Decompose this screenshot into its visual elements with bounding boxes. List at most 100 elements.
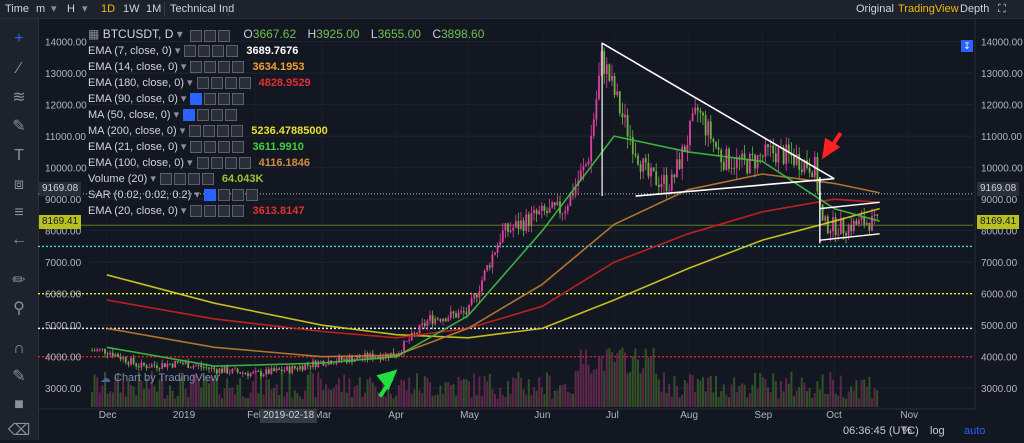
chevron-down-icon[interactable]: ▾ bbox=[171, 45, 181, 57]
indicator-row[interactable]: EMA (14, close, 0) ▾ 3634.1953 bbox=[88, 60, 304, 74]
chevron-down-icon[interactable]: ▾ bbox=[177, 205, 187, 217]
indicator-row[interactable]: MA (50, close, 0) ▾ bbox=[88, 108, 239, 122]
settings-icon[interactable] bbox=[198, 45, 211, 58]
eye-icon[interactable] bbox=[190, 205, 203, 218]
indicator-row[interactable]: EMA (7, close, 0) ▾ 3689.7676 bbox=[88, 44, 298, 58]
chevron-down-icon[interactable]: ▾ bbox=[82, 3, 88, 15]
chevron-down-icon[interactable]: ▾ bbox=[170, 109, 180, 121]
trash-icon[interactable]: ⌫ bbox=[7, 422, 31, 439]
indicator-row[interactable]: EMA (21, close, 0) ▾ 3611.9910 bbox=[88, 140, 304, 154]
indicator-row[interactable]: EMA (100, close, 0) ▾ 4116.1846 bbox=[88, 156, 310, 170]
chevron-down-icon[interactable]: ▾ bbox=[147, 173, 156, 185]
close-icon[interactable] bbox=[232, 93, 245, 106]
eye-icon[interactable] bbox=[190, 61, 203, 74]
log-toggle[interactable]: log bbox=[930, 425, 945, 437]
eye-icon[interactable] bbox=[203, 189, 216, 202]
indicator-row[interactable]: Volume (20) ▾ 64.043K bbox=[88, 172, 263, 186]
pitchfork-icon[interactable]: ≋ bbox=[12, 89, 26, 106]
ruler-icon[interactable]: ✏ bbox=[12, 272, 26, 289]
settings-icon[interactable] bbox=[204, 141, 217, 154]
indicator-row[interactable]: MA (200, close, 0) ▾ 5236.47885000 bbox=[88, 124, 328, 138]
interval-1m-button[interactable]: 1M bbox=[146, 3, 162, 15]
magnet-icon[interactable]: ∩ bbox=[13, 340, 25, 357]
settings-icon[interactable] bbox=[210, 157, 223, 170]
lock-icon[interactable] bbox=[231, 189, 244, 202]
pattern-icon[interactable]: ⧈ bbox=[13, 176, 25, 193]
eye-icon[interactable] bbox=[190, 93, 203, 106]
indicator-row[interactable]: SAR (0.02, 0.02, 0.2) ▾ bbox=[88, 188, 260, 202]
settings-icon[interactable] bbox=[210, 77, 223, 90]
lock-icon[interactable]: ■ bbox=[14, 396, 24, 413]
settings-icon[interactable] bbox=[203, 125, 216, 138]
chevron-down-icon[interactable]: ▾ bbox=[177, 93, 187, 105]
lock-icon[interactable] bbox=[212, 45, 225, 58]
lock-icon[interactable] bbox=[211, 109, 224, 122]
lock-icon[interactable] bbox=[187, 173, 200, 186]
eye-icon[interactable] bbox=[184, 45, 197, 58]
eye-icon[interactable] bbox=[196, 77, 209, 90]
hours-dropdown[interactable]: H bbox=[67, 3, 75, 15]
auto-toggle[interactable]: auto bbox=[964, 425, 986, 437]
prediction-icon[interactable]: ≡ bbox=[14, 204, 24, 221]
close-icon[interactable] bbox=[232, 205, 245, 218]
interval-1w-button[interactable]: 1W bbox=[123, 3, 140, 15]
trend-line-icon[interactable]: ∕ bbox=[17, 60, 21, 77]
crosshair-icon[interactable]: + bbox=[14, 30, 24, 47]
eye-icon[interactable] bbox=[183, 109, 196, 122]
lock-icon[interactable] bbox=[224, 77, 237, 90]
interval-1d-button[interactable]: 1D bbox=[101, 3, 116, 15]
close-icon[interactable] bbox=[245, 189, 258, 202]
eye-icon[interactable] bbox=[190, 141, 203, 154]
settings-icon[interactable] bbox=[204, 93, 217, 106]
fullscreen-icon[interactable]: ⛶ bbox=[998, 3, 1006, 15]
chevron-down-icon[interactable]: ▾ bbox=[176, 125, 186, 137]
minutes-dropdown[interactable]: m bbox=[36, 3, 46, 15]
close-icon[interactable] bbox=[226, 45, 239, 58]
close-icon[interactable] bbox=[225, 109, 238, 122]
close-icon[interactable] bbox=[232, 141, 245, 154]
measure-icon[interactable]: ✎ bbox=[12, 368, 26, 385]
settings-icon[interactable] bbox=[204, 205, 217, 218]
indicator-row[interactable]: EMA (90, close, 0) ▾ bbox=[88, 92, 246, 106]
eye-icon[interactable] bbox=[189, 125, 202, 138]
close-icon[interactable] bbox=[231, 125, 244, 138]
lock-icon[interactable] bbox=[218, 205, 231, 218]
tradingview-button[interactable]: TradingView bbox=[898, 3, 959, 15]
chevron-down-icon[interactable]: ▾ bbox=[191, 189, 200, 201]
close-icon[interactable] bbox=[232, 61, 245, 74]
original-view-button[interactable]: Original bbox=[856, 3, 894, 15]
indicator-row[interactable]: EMA (20, close, 0) ▾ 3613.8147 bbox=[88, 204, 304, 218]
price-chart[interactable]: 3000.00 3000.00 4000.00 4000.00 5000.00 5000.… bbox=[38, 19, 1024, 423]
indicator-row[interactable]: EMA (180, close, 0) ▾ 4828.9529 bbox=[88, 76, 311, 90]
brush-icon[interactable]: ✎ bbox=[12, 118, 26, 135]
chevron-down-icon[interactable]: ▾ bbox=[177, 61, 187, 73]
chevron-down-icon[interactable]: ▾ bbox=[177, 141, 187, 153]
eye-icon[interactable] bbox=[159, 173, 172, 186]
lock-icon[interactable] bbox=[217, 125, 230, 138]
back-arrow-icon[interactable]: ← bbox=[11, 231, 27, 248]
chevron-down-icon[interactable]: ▾ bbox=[184, 77, 193, 89]
lock-icon[interactable] bbox=[218, 93, 231, 106]
lock-icon[interactable] bbox=[224, 157, 237, 170]
chevron-down-icon[interactable]: ▾ bbox=[176, 27, 183, 41]
volume-bar bbox=[384, 396, 387, 407]
technical-indicators-button[interactable]: Technical Ind bbox=[170, 3, 235, 15]
eye-icon[interactable] bbox=[196, 157, 209, 170]
lock-icon[interactable] bbox=[218, 141, 231, 154]
chevron-down-icon[interactable]: ▾ bbox=[184, 157, 193, 169]
percent-toggle[interactable]: % bbox=[902, 425, 912, 437]
settings-icon[interactable] bbox=[173, 173, 186, 186]
settings-icon[interactable] bbox=[217, 189, 230, 202]
close-icon[interactable] bbox=[238, 77, 251, 90]
text-icon[interactable]: T bbox=[14, 147, 24, 164]
settings-icon[interactable] bbox=[204, 61, 217, 74]
chevron-down-icon[interactable]: ▾ bbox=[51, 3, 57, 15]
collapse-icon[interactable]: ▦ bbox=[88, 27, 100, 41]
close-icon[interactable] bbox=[201, 173, 214, 186]
lock-icon[interactable] bbox=[218, 61, 231, 74]
zoom-icon[interactable]: ⚲ bbox=[13, 300, 25, 317]
close-icon[interactable] bbox=[238, 157, 251, 170]
depth-button[interactable]: Depth bbox=[960, 3, 990, 15]
settings-icon[interactable] bbox=[197, 109, 210, 122]
scroll-to-latest-icon[interactable]: ↧ bbox=[961, 40, 973, 52]
